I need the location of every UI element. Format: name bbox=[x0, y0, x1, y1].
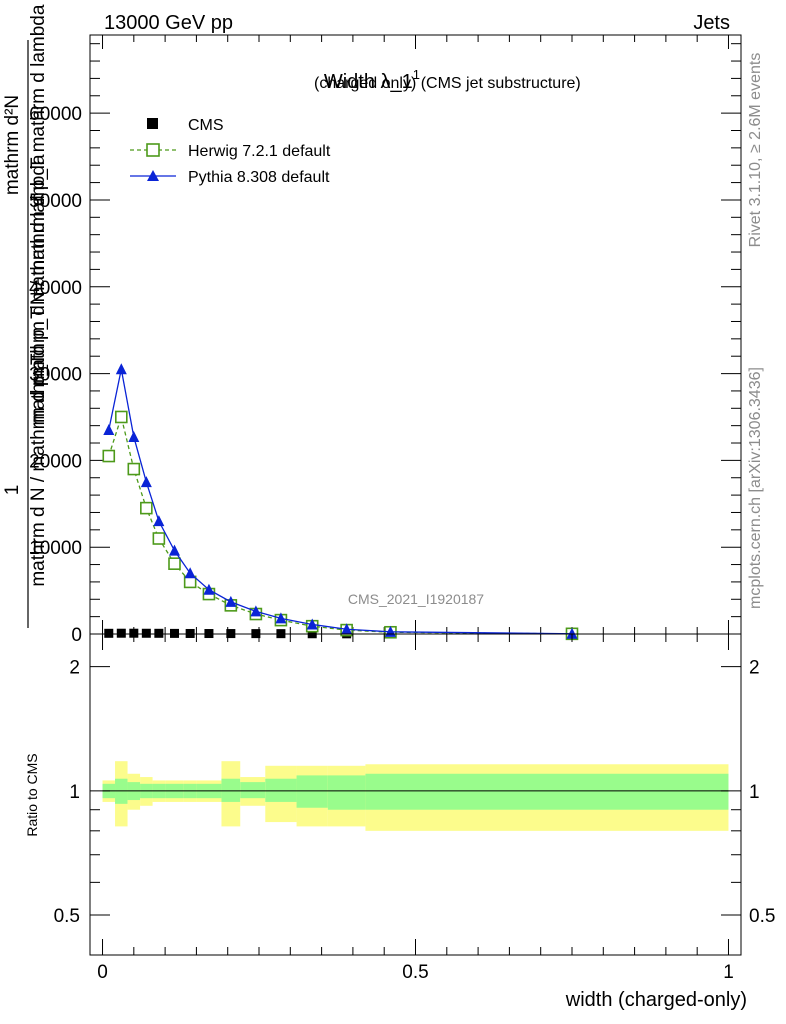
series-layer bbox=[102, 363, 579, 641]
x-tick-label: 1 bbox=[723, 962, 734, 983]
energy-label: 13000 GeV pp bbox=[104, 12, 233, 34]
ratio-y-axis-label: Ratio to CMS bbox=[24, 753, 40, 836]
ratio-y-tick-label-right: 2 bbox=[749, 658, 760, 679]
data-point bbox=[185, 628, 195, 638]
series-herwig-7-2-1-default bbox=[102, 410, 579, 641]
data-point bbox=[141, 628, 151, 638]
legend-cms-marker bbox=[147, 118, 158, 129]
legend: CMS Herwig 7.2.1 default Pythia 8.308 de… bbox=[130, 117, 331, 186]
data-point bbox=[168, 557, 181, 570]
plot-title-superscript: 1 bbox=[413, 67, 420, 82]
ratio-axis-ticks bbox=[90, 634, 741, 955]
mcplots-label: mcplots.cern.ch [arXiv:1306.3436] bbox=[747, 367, 764, 609]
stat-uncertainty-band bbox=[221, 778, 241, 802]
y-tick-label: 60000 bbox=[29, 104, 82, 125]
data-point bbox=[169, 544, 181, 556]
legend-herwig-marker bbox=[146, 143, 160, 157]
data-point bbox=[203, 583, 215, 595]
data-point bbox=[127, 462, 141, 476]
stat-uncertainty-band bbox=[327, 775, 366, 810]
stat-uncertainty-band bbox=[415, 773, 729, 810]
data-point bbox=[275, 612, 287, 624]
stat-uncertainty-band bbox=[240, 782, 266, 799]
ratio-uncertainty-bands bbox=[102, 761, 729, 831]
y-tick-label: 50000 bbox=[29, 191, 82, 212]
ratio-y-tick-label: 2 bbox=[69, 658, 80, 679]
main-axis-ticks bbox=[90, 35, 741, 635]
ylabel-numerator-top: mathrm d²N bbox=[2, 95, 23, 195]
legend-pythia-marker bbox=[147, 170, 159, 181]
data-point bbox=[115, 363, 127, 375]
data-point bbox=[306, 618, 318, 630]
data-point bbox=[566, 627, 578, 639]
x-tick-label: 0 bbox=[97, 962, 108, 983]
ylabel-denominator: mathrm d N / mathrm d p_T bbox=[28, 353, 49, 587]
data-point bbox=[184, 567, 196, 579]
data-point bbox=[250, 605, 262, 617]
series-pythia-8-308-default bbox=[103, 363, 578, 639]
ratio-y-tick-labels: 0.5 0.5 1 1 2 2 bbox=[54, 658, 776, 927]
series-line bbox=[108, 369, 572, 635]
ratio-y-tick-label: 1 bbox=[69, 782, 80, 803]
data-point bbox=[140, 476, 152, 488]
stat-uncertainty-band bbox=[365, 773, 416, 810]
data-point bbox=[140, 501, 153, 515]
data-point bbox=[104, 628, 114, 638]
legend-pythia-label: Pythia 8.308 default bbox=[188, 169, 330, 186]
data-point bbox=[154, 628, 164, 638]
data-point bbox=[152, 532, 166, 545]
data-point bbox=[341, 623, 353, 635]
ratio-y-tick-label-right: 1 bbox=[749, 782, 760, 803]
legend-herwig-label: Herwig 7.2.1 default bbox=[188, 143, 331, 160]
plot-title-main: Width λ_1 bbox=[324, 71, 413, 93]
ylabel-denominator-mid: mathrm d p_T mathrm d lambda bbox=[28, 154, 49, 425]
legend-cms-label: CMS bbox=[188, 117, 224, 134]
rivet-label: Rivet 3.1.10, ≥ 2.6M events bbox=[747, 53, 764, 248]
stat-uncertainty-band bbox=[296, 775, 328, 808]
series-line bbox=[108, 414, 572, 635]
y-tick-label: 30000 bbox=[29, 365, 82, 386]
data-point bbox=[128, 430, 140, 442]
y-tick-label: 20000 bbox=[29, 451, 82, 472]
data-point bbox=[114, 410, 128, 424]
main-y-tick-labels: 0 10000 20000 30000 40000 50000 60000 bbox=[29, 104, 82, 646]
data-point bbox=[102, 449, 116, 463]
x-axis-label: width (charged-only) bbox=[565, 989, 747, 1011]
main-y-axis-label: mathrm d²N mathrm dN / mathrm d p_T math… bbox=[2, 4, 49, 628]
stat-uncertainty-band bbox=[265, 778, 297, 802]
ratio-y-tick-label-right: 0.5 bbox=[749, 906, 775, 927]
data-point bbox=[103, 423, 115, 435]
process-label: Jets bbox=[693, 12, 730, 34]
data-point bbox=[225, 595, 237, 607]
ylabel-numerator-lambda: mathrm dN / mathrm d p_T mathrm d lambda bbox=[28, 4, 49, 385]
plot-title: Width λ_11 bbox=[324, 67, 420, 93]
data-point bbox=[153, 515, 165, 527]
plot-subtitle: (charged only) (CMS jet substructure) bbox=[314, 75, 581, 92]
data-point bbox=[129, 628, 139, 638]
y-tick-label: 10000 bbox=[29, 538, 82, 559]
data-point bbox=[116, 628, 126, 638]
x-tick-labels: 0 0.5 1 bbox=[97, 962, 734, 983]
analysis-watermark: CMS_2021_I1920187 bbox=[348, 591, 484, 607]
ratio-y-tick-label: 0.5 bbox=[54, 906, 80, 927]
x-tick-label: 0.5 bbox=[402, 962, 428, 983]
ylabel-fraction-one: 1 bbox=[2, 485, 23, 496]
y-tick-label: 0 bbox=[71, 625, 82, 646]
y-tick-label: 40000 bbox=[29, 278, 82, 299]
data-point bbox=[170, 628, 180, 638]
